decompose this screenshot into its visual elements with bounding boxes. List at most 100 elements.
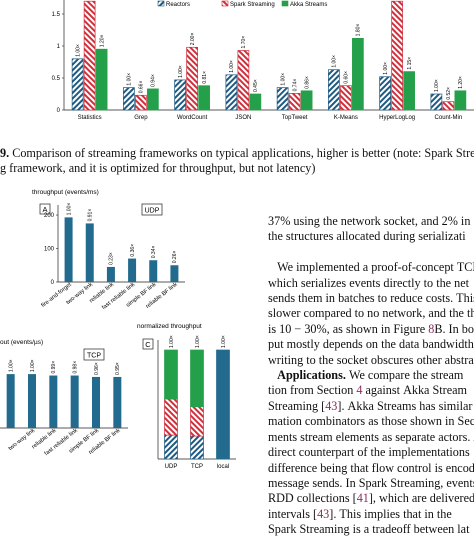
top-bar-label: 0.52×	[446, 87, 452, 100]
chart-c-title: normalized throughput	[137, 323, 202, 330]
body-line: writing to the socket obscures other abs…	[268, 353, 474, 368]
top-legend-swatch	[221, 0, 229, 7]
top-bar	[300, 90, 313, 111]
top-bar-label: 0.66×	[139, 81, 145, 94]
body-text: put mostly depends on the data bandwidth	[268, 337, 474, 352]
top-bar	[135, 94, 147, 111]
chart-c-bar-label: 1.00×	[221, 335, 227, 348]
top-category-label: JSON	[235, 115, 251, 121]
top-bar	[288, 93, 301, 111]
top-bar	[174, 79, 186, 111]
chart-b-bar	[70, 375, 79, 428]
top-bar	[340, 85, 352, 111]
body-text: tion from Section	[268, 383, 357, 398]
body-text: slower compared to no network, and the t…	[268, 306, 474, 321]
top-category-label: TopTweet	[282, 115, 308, 121]
chart-b-bar-label: 1.00×	[8, 359, 14, 372]
body-line: Spark Streaming is a tradeoff between la…	[268, 522, 474, 537]
chart-a-bar	[170, 265, 179, 282]
top-category-label: Grep	[134, 115, 148, 121]
top-bar	[379, 76, 391, 111]
citation-link[interactable]: 4	[356, 383, 363, 398]
body-text: RDD collections [	[268, 491, 357, 506]
top-legend-label: Reactors	[166, 2, 190, 8]
top-bar	[276, 87, 289, 111]
chart-c: normalized throughput C 1.00× 1.00× 1.00× …	[137, 323, 236, 470]
body-text: which serializes events directly to the …	[268, 275, 470, 290]
body-text: B. In both	[434, 321, 474, 336]
top-bar	[71, 58, 84, 111]
citation-link[interactable]: 8	[428, 321, 435, 336]
top-bar	[391, 0, 403, 111]
top-y-tick-label: 1.5	[52, 12, 61, 18]
top-y-tick-label: 0	[57, 108, 61, 114]
top-category-label: HyperLogLog	[379, 115, 415, 121]
top-bar-label: 1.00×	[178, 65, 184, 78]
caption-line-1: 9. Comparison of streaming frameworks on…	[0, 146, 474, 161]
top-bar-label: 0.81×	[202, 71, 208, 84]
body-line: tion from Section 4 against Akka Stream	[268, 383, 474, 398]
top-legend-swatch	[157, 0, 165, 7]
body-line: Streaming [43]. Akka Streams has similar	[268, 399, 474, 414]
body-text: Streaming [	[268, 398, 326, 413]
body-text	[268, 368, 277, 382]
top-bar-label: 1.70×	[241, 36, 247, 49]
chart-b-bar-label: 0.95×	[115, 362, 121, 375]
chart-c-bars: 1.00× 1.00× 1.00×	[157, 335, 236, 460]
chart-a-bar	[106, 266, 115, 282]
top-legend-swatch	[281, 0, 289, 7]
chart-b: out (events/µs) TCP 1.00× 1.00× 0.99× 0.98×…	[0, 339, 128, 457]
top-legend: Reactors Spark Streaming Akka Streams	[157, 0, 327, 8]
chart-b-bar-label: 0.98×	[72, 361, 78, 374]
caption-line-2: g framework, and it is optimized for thr…	[0, 161, 316, 175]
chart-b-bar	[49, 375, 58, 428]
body-text: 37% using the network socket, and 2% in …	[268, 214, 474, 228]
body-text: ments stream elements as separate actors…	[268, 429, 474, 444]
body-text: the structures allocated during serializ…	[268, 229, 466, 244]
body-line: slower compared to no network, and the t…	[268, 306, 474, 321]
citation-link[interactable]: 43	[317, 506, 330, 521]
chart-b-legend-box	[83, 348, 105, 361]
chart-b-title: out (events/µs)	[0, 339, 43, 346]
body-text: sends them in batches to reduce costs. T…	[268, 291, 474, 306]
top-bar-label: 0.60×	[344, 71, 350, 84]
body-line: RDD collections [41], which are delivere…	[268, 491, 474, 506]
chart-c-category-labels: UDP TCP local	[165, 464, 230, 470]
top-bar-label: 1.80×	[356, 24, 362, 37]
chart-c-category-label: local	[217, 464, 229, 470]
top-bar-label: 0.86×	[304, 76, 310, 89]
chart-b-bar-label: 0.99×	[51, 361, 57, 374]
top-bar	[430, 93, 443, 111]
top-category-label: Statistics	[78, 115, 102, 121]
top-bar-label: 1.15×	[407, 57, 413, 70]
top-category-label: Count-Min	[435, 115, 463, 121]
chart-a-bar-label: 0.26×	[172, 251, 178, 264]
top-bar-label: 1.00×	[229, 60, 235, 73]
top-bar	[352, 37, 364, 111]
chart-a-tag-box	[39, 203, 51, 215]
chart-a-bar-label: 0.23×	[109, 252, 115, 265]
chart-c-category-label: TCP	[191, 464, 203, 470]
top-category-label: K-Means	[334, 115, 358, 121]
top-category-labels: Statistics Grep WordCount JSON TopTweet K-Mea…	[78, 115, 463, 121]
chart-a-bars: 1.00× 0.91× 0.23× 0.36× 0.34× 0.26×	[64, 203, 179, 282]
body-line: the structures allocated during serializ…	[268, 229, 474, 244]
citation-link[interactable]: 41	[356, 491, 369, 506]
top-bar	[147, 88, 159, 111]
body-line: Applications. We compare the stream	[268, 368, 474, 383]
top-bar	[237, 50, 250, 111]
chart-c-bar-segment	[164, 434, 178, 460]
top-y-tick-label: 1	[57, 44, 61, 50]
citation-link[interactable]: 43	[325, 398, 338, 413]
chart-b-bar	[28, 374, 36, 428]
chart-b-bar	[113, 376, 122, 428]
chart-a-legend: UDP	[145, 208, 160, 215]
top-bars: 1.00×2.13×1.20×1.00×0.66×0.94×1.00×2.00×…	[71, 0, 467, 111]
chart-a-bar-label: 0.36×	[130, 244, 136, 257]
caption-text-1: Comparison of streaming frameworks on ty…	[12, 146, 474, 160]
body-text: mation combinators as those shown in Sec	[268, 414, 474, 429]
top-legend-label: Spark Streaming	[230, 2, 275, 8]
chart-c-bar-segment	[164, 349, 178, 400]
top-bar-label: 1.00×	[127, 73, 133, 86]
top-bar-label: 2.00×	[190, 33, 196, 46]
